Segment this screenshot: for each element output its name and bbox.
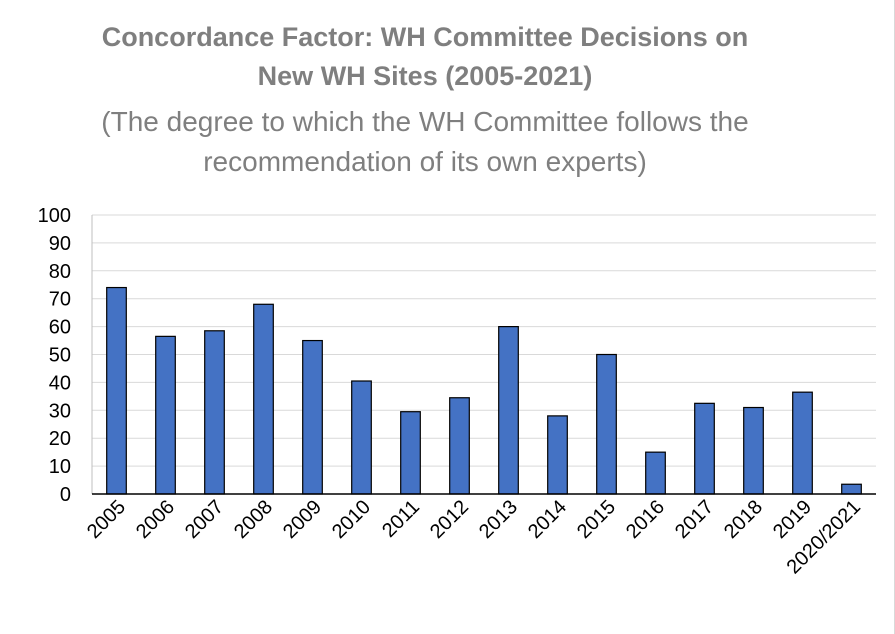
x-tick-label: 2006 <box>132 496 179 543</box>
chart-subtitle-line-2: recommendation of its own experts) <box>203 146 647 177</box>
x-tick-label: 2009 <box>279 496 326 543</box>
bar <box>498 326 519 495</box>
bar <box>547 415 568 495</box>
chart-title-line-2: New WH Sites (2005-2021) <box>257 61 593 91</box>
bar <box>596 353 617 495</box>
x-tick-label: 2016 <box>622 496 669 543</box>
x-tick-label: 2005 <box>83 496 130 543</box>
bar <box>106 286 127 495</box>
x-tick-label: 2018 <box>720 496 767 543</box>
chart-subtitle-line-1: (The degree to which the WH Committee fo… <box>101 106 749 137</box>
x-tick-label: 2014 <box>524 496 571 543</box>
bar <box>155 335 176 495</box>
y-tick-label: 60 <box>49 317 71 339</box>
bar <box>449 397 470 495</box>
y-tick-label: 30 <box>49 400 71 422</box>
y-tick-label: 80 <box>49 261 71 283</box>
y-tick-label: 100 <box>38 205 71 227</box>
y-tick-label: 50 <box>49 345 71 367</box>
x-tick-label: 2007 <box>181 496 228 543</box>
bar <box>792 391 813 495</box>
bar <box>302 339 323 495</box>
bar <box>351 380 372 495</box>
y-tick-label: 90 <box>49 233 71 255</box>
bar <box>841 483 862 495</box>
chart-title-block: Concordance Factor: WH Committee Decisio… <box>0 18 850 182</box>
bar <box>400 411 421 495</box>
bar <box>743 406 764 495</box>
x-tick-label: 2008 <box>230 496 277 543</box>
bar <box>645 451 666 495</box>
x-tick-label: 2017 <box>671 496 718 543</box>
bar <box>204 330 225 495</box>
y-tick-label: 40 <box>49 372 71 394</box>
chart-title-line-1: Concordance Factor: WH Committee Decisio… <box>101 22 749 52</box>
y-tick-label: 0 <box>60 484 71 506</box>
y-tick-label: 20 <box>49 428 71 450</box>
x-tick-label: 2011 <box>378 496 424 542</box>
x-tick-label: 2012 <box>426 496 473 543</box>
x-tick-label: 2013 <box>475 496 522 543</box>
bar <box>694 402 715 495</box>
x-tick-label: 2010 <box>328 496 375 543</box>
y-tick-label: 10 <box>49 456 71 478</box>
x-tick-label: 2015 <box>573 496 620 543</box>
bar <box>253 303 274 495</box>
y-tick-label: 70 <box>49 289 71 311</box>
